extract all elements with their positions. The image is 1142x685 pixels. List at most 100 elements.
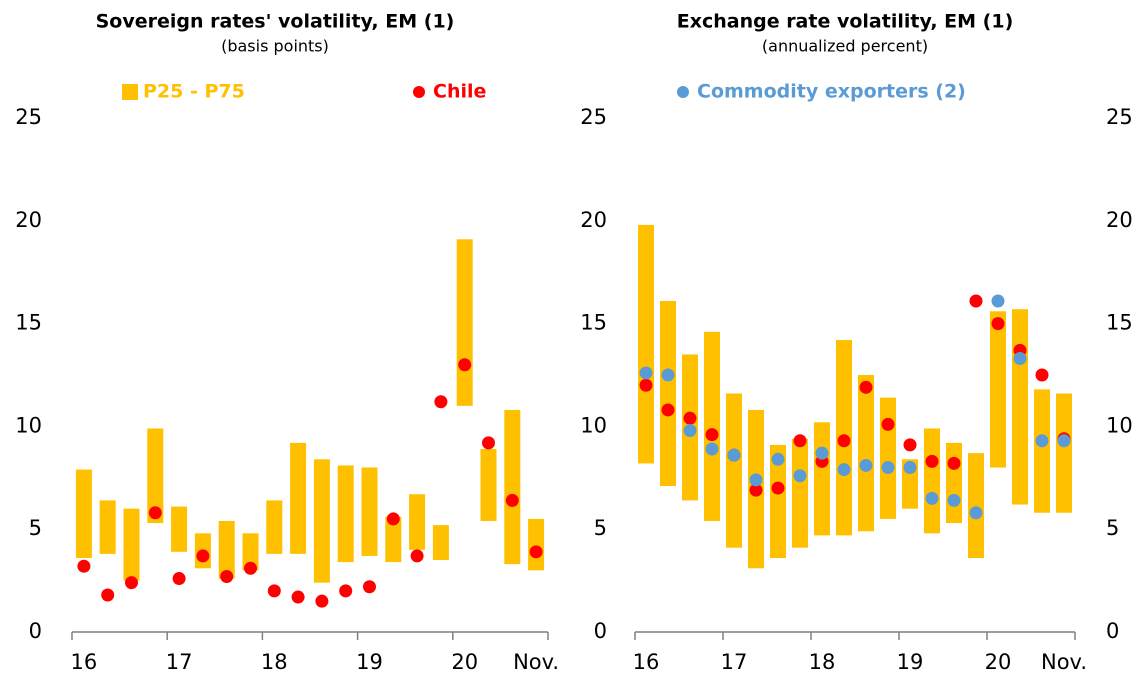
- dot: [771, 481, 785, 495]
- range-bar: [638, 224, 654, 464]
- dot: [101, 588, 115, 602]
- y-tick-label: 20: [15, 208, 42, 232]
- y-tick-label: 10: [580, 413, 607, 437]
- range-bar: [528, 518, 545, 571]
- y-tick-label: 15: [15, 311, 42, 335]
- range-bar: [968, 453, 984, 558]
- x-tick-label: 16: [71, 650, 98, 674]
- dot: [1057, 434, 1071, 448]
- dot: [793, 434, 807, 448]
- dot: [991, 294, 1005, 308]
- x-tick-label: 17: [166, 650, 193, 674]
- y2-tick-label: 10: [1106, 413, 1133, 437]
- dot: [339, 584, 353, 598]
- y-tick-label: 25: [580, 105, 607, 129]
- dot: [1035, 434, 1049, 448]
- chart-subtitle: (annualized percent): [762, 37, 928, 56]
- range-bar: [432, 525, 449, 561]
- dot: [837, 463, 851, 477]
- chart-title: Exchange rate volatility, EM (1): [677, 11, 1014, 33]
- dot: [529, 545, 543, 559]
- legend-label: Commodity exporters (2): [697, 81, 966, 103]
- dot: [771, 452, 785, 466]
- range-bar: [704, 331, 720, 521]
- range-bar: [858, 375, 874, 532]
- range-bar: [147, 428, 164, 524]
- dot: [991, 317, 1005, 331]
- range-bar: [123, 508, 140, 581]
- dot: [661, 368, 675, 382]
- y2-tick-label: 25: [1106, 105, 1133, 129]
- range-bar: [792, 438, 808, 548]
- range-bar: [726, 393, 742, 548]
- range-bar: [337, 465, 354, 563]
- range-bar: [1056, 393, 1072, 513]
- dot: [969, 506, 983, 520]
- dot: [291, 590, 305, 604]
- dot: [315, 594, 329, 608]
- range-bar: [171, 506, 188, 552]
- dot: [196, 549, 210, 563]
- chart-title: Sovereign rates' volatility, EM (1): [96, 11, 455, 33]
- x-tick-label: Nov.: [513, 650, 559, 674]
- dot: [172, 572, 186, 586]
- legend-marker: [122, 84, 138, 100]
- range-bar: [990, 311, 1006, 468]
- dot: [881, 461, 895, 475]
- y-tick-label: 10: [15, 413, 42, 437]
- dot: [969, 294, 983, 308]
- x-tick-label: 17: [721, 650, 748, 674]
- dot: [639, 366, 653, 380]
- dot: [683, 424, 697, 438]
- dot: [683, 411, 697, 425]
- dot: [482, 436, 495, 450]
- y-tick-label: 0: [29, 619, 42, 643]
- dot: [363, 580, 376, 594]
- dot: [505, 493, 519, 507]
- y-tick-label: 20: [580, 208, 607, 232]
- dot: [639, 378, 653, 392]
- y-tick-label: 15: [580, 311, 607, 335]
- legend-label: Chile: [433, 81, 486, 103]
- dot: [125, 576, 138, 590]
- dot: [386, 512, 400, 526]
- range-bar: [660, 300, 676, 487]
- chart-subtitle: (basis points): [221, 37, 329, 56]
- y-tick-label: 0: [594, 619, 607, 643]
- range-bar: [770, 444, 786, 558]
- dot: [749, 473, 763, 487]
- y2-tick-label: 15: [1106, 311, 1133, 335]
- range-bar: [313, 459, 330, 583]
- range-bar: [814, 422, 830, 536]
- dot: [661, 403, 675, 417]
- dot: [947, 456, 961, 470]
- range-bar: [385, 516, 402, 563]
- y2-tick-label: 0: [1106, 619, 1119, 643]
- dot: [925, 491, 939, 505]
- y2-tick-label: 5: [1106, 516, 1119, 540]
- x-tick-label: Nov.: [1041, 650, 1087, 674]
- x-tick-label: 18: [809, 650, 836, 674]
- dot: [925, 454, 939, 468]
- range-bar: [924, 428, 940, 534]
- x-tick-label: 18: [261, 650, 288, 674]
- dot: [859, 380, 873, 394]
- range-bar: [361, 467, 378, 556]
- range-bar: [456, 239, 473, 406]
- dot: [458, 358, 472, 372]
- dot: [749, 483, 763, 497]
- dot: [859, 458, 873, 472]
- dot: [837, 434, 851, 448]
- dot: [881, 417, 895, 431]
- range-bar: [480, 449, 497, 521]
- x-tick-label: 16: [633, 650, 660, 674]
- x-tick-label: 19: [897, 650, 924, 674]
- range-bar: [1012, 309, 1028, 505]
- range-bar: [266, 500, 283, 554]
- legend-label: P25 - P75: [143, 81, 245, 103]
- legend-marker: [413, 86, 425, 98]
- dot: [1035, 368, 1049, 382]
- dot: [410, 549, 424, 563]
- x-tick-label: 20: [985, 650, 1012, 674]
